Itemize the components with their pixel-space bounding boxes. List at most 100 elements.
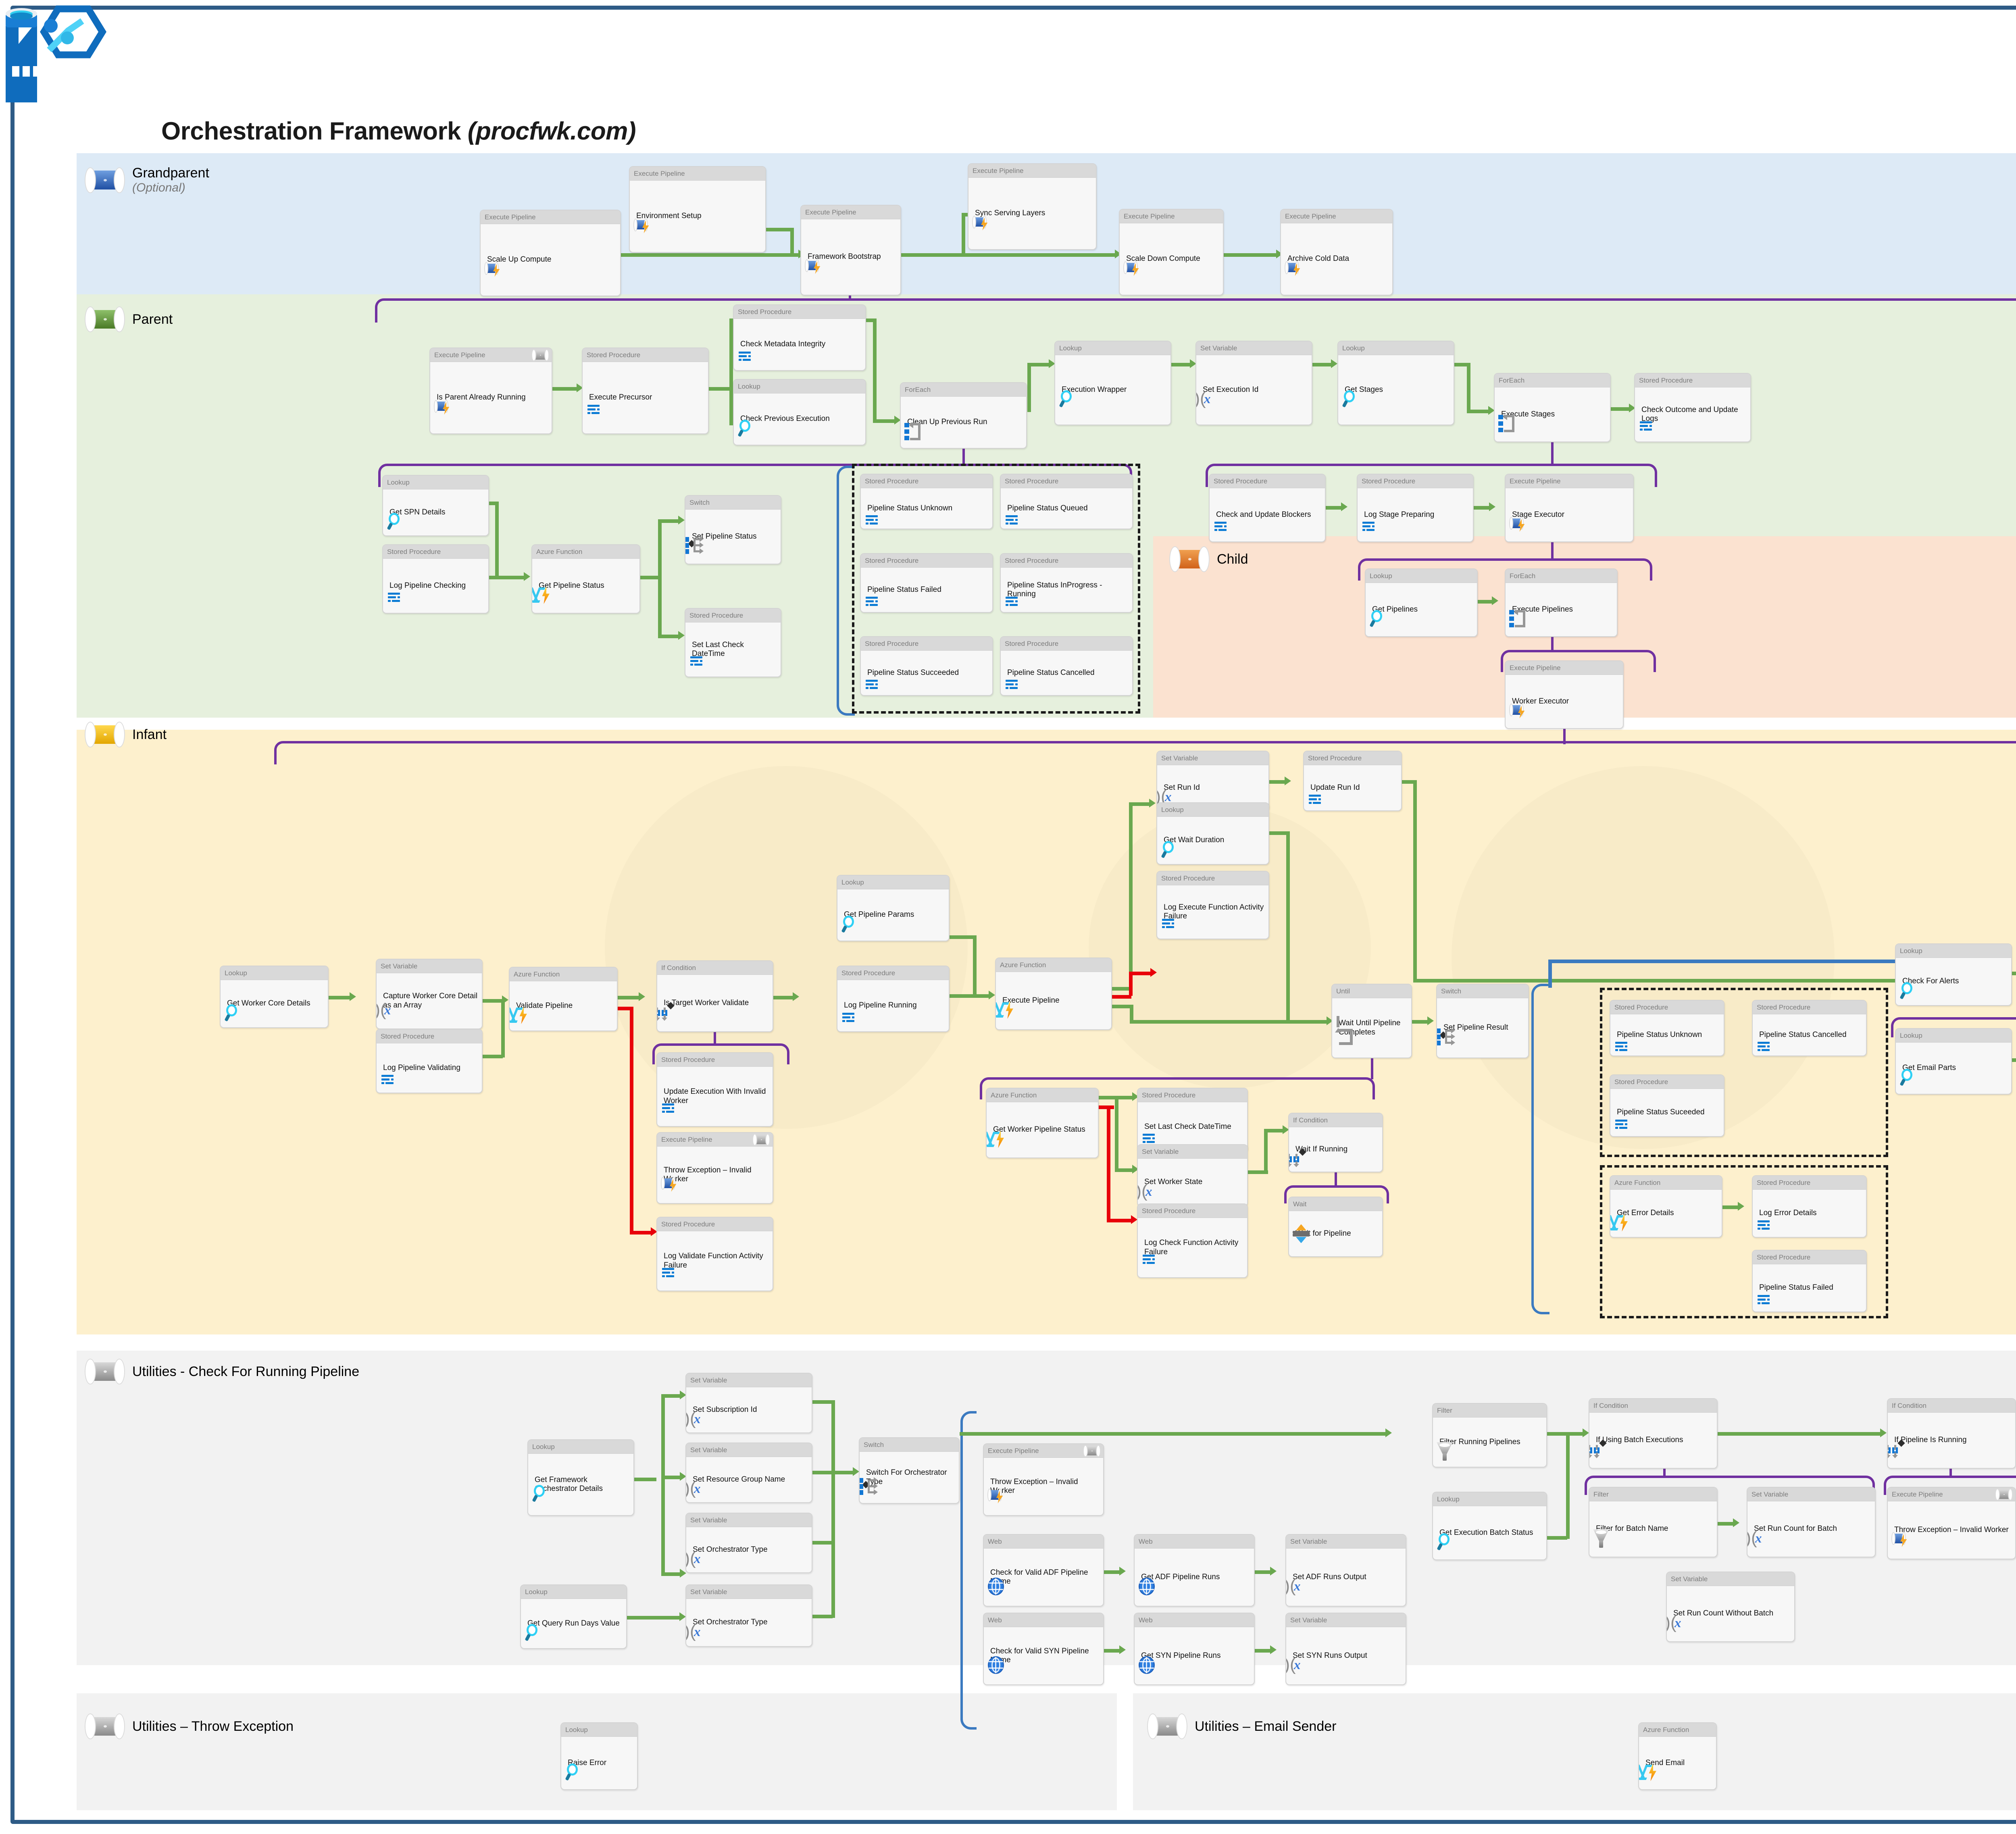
activity-name: Set Orchestrator Type — [693, 1618, 768, 1627]
activity-card[interactable]: Stored Procedure Set Last Check DateTime — [685, 608, 781, 677]
activity-card[interactable]: Lookup Get Worker Core Details — [220, 966, 329, 1028]
activity-card[interactable]: Lookup Get Execution Batch Status — [1432, 1492, 1547, 1560]
activity-card[interactable]: Execute Pipeline Stage Executor — [1505, 474, 1634, 542]
activity-card[interactable]: Stored Procedure Log Error Details — [1752, 1175, 1867, 1238]
activity-card[interactable]: Stored Procedure Log Stage Preparing — [1357, 474, 1474, 542]
activity-card[interactable]: Azure Function Send Email — [1638, 1722, 1717, 1790]
activity-card[interactable]: Stored Procedure Check Outcome and Updat… — [1634, 373, 1751, 442]
activity-card[interactable]: Set Variable (x)Set Orchestrator Type — [685, 1584, 812, 1647]
activity-card[interactable]: Stored Procedure Log Pipeline Checking — [382, 544, 489, 614]
activity-card[interactable]: ForEach Execute Pipelines — [1505, 568, 1618, 637]
activity-type-label: Execute Pipeline — [481, 210, 620, 224]
activity-card[interactable]: Execute Pipeline Scale Up Compute — [480, 210, 621, 296]
activity-card[interactable]: Stored Procedure Log Pipeline Running — [837, 966, 950, 1032]
activity-card[interactable]: Stored Procedure Log Check Function Acti… — [1137, 1203, 1248, 1278]
activity-card[interactable]: Execute Pipeline Archive Cold Data — [1280, 209, 1393, 296]
activity-card[interactable]: Stored Procedure Pipeline Status Failed — [1752, 1250, 1867, 1312]
activity-card[interactable]: Execute Pipeline Is Parent Already Runni… — [429, 348, 552, 434]
activity-card[interactable]: If Condition Wait If Running — [1288, 1113, 1383, 1172]
activity-card[interactable]: Lookup Get Pipelines — [1365, 568, 1478, 637]
bracket-tick — [1551, 542, 1554, 560]
activity-name: Filter Running Pipelines — [1439, 1437, 1520, 1446]
activity-card[interactable]: Switch Set Pipeline Result — [1436, 984, 1529, 1058]
activity-card[interactable]: Set Variable (x)Set SYN Runs Output — [1285, 1613, 1406, 1685]
activity-card[interactable]: Lookup Get SPN Details — [382, 475, 489, 536]
activity-type-label: Switch — [685, 496, 781, 510]
activity-card[interactable]: Lookup Check For Alerts — [1895, 943, 2012, 1006]
activity-card[interactable]: Execute Pipeline Scale Down Compute — [1119, 209, 1224, 296]
activity-card[interactable]: Set Variable (x)Set Run Id — [1156, 751, 1269, 811]
activity-card[interactable]: Set Variable (x)Set Execution Id — [1195, 341, 1312, 425]
activity-card[interactable]: Stored Procedure Pipeline Status Cancell… — [1752, 1000, 1867, 1056]
activity-card[interactable]: Lookup Get Query Run Days Value — [520, 1584, 627, 1649]
activity-card[interactable]: Stored Procedure Pipeline Status Unknown — [1610, 1000, 1724, 1056]
activity-card[interactable]: Stored Procedure Check Metadata Integrit… — [733, 304, 866, 371]
activity-type-label: If Condition — [1589, 1399, 1717, 1413]
activity-card[interactable]: If Condition If Pipeline Is Running — [1887, 1398, 2016, 1469]
activity-card[interactable]: Set Variable (x)Set ADF Runs Output — [1285, 1534, 1406, 1607]
activity-card[interactable]: Stored Procedure Update Execution With I… — [656, 1052, 773, 1127]
activity-card[interactable]: Web Check for Valid SYN Pipeline Name — [983, 1613, 1104, 1685]
activity-card[interactable]: Set Variable (x)Set Run Count for Batch — [1747, 1487, 1876, 1557]
activity-type-label: ForEach — [1495, 374, 1610, 387]
activity-card[interactable]: Stored Procedure Log Validate Function A… — [656, 1217, 773, 1291]
activity-card[interactable]: Azure Function Get Error Details — [1610, 1175, 1722, 1238]
activity-card[interactable]: Lookup Get Wait Duration — [1156, 802, 1269, 865]
connector-failure — [1112, 995, 1131, 999]
activity-card[interactable]: Stored Procedure Pipeline Status Suceede… — [1610, 1074, 1724, 1137]
connector-success — [658, 519, 679, 523]
activity-card[interactable]: Stored Procedure Pipeline Status Failed — [860, 553, 993, 613]
activity-card[interactable]: Switch Switch For Orchestrator Type — [859, 1437, 960, 1504]
activity-card[interactable]: Stored Procedure Pipeline Status Cancell… — [1000, 636, 1133, 696]
activity-card[interactable]: Until Wait Until Pipeline Completes — [1331, 984, 1412, 1058]
activity-card[interactable]: Set Variable (x)Set Orchestrator Type — [685, 1513, 812, 1573]
activity-card[interactable]: Azure Function Get Pipeline Status — [531, 544, 640, 614]
activity-card[interactable]: Lookup Get Stages — [1337, 341, 1454, 425]
activity-card[interactable]: Set Variable (x)Set Subscription Id — [685, 1373, 812, 1433]
activity-card[interactable]: Lookup Get Email Parts — [1895, 1028, 2012, 1095]
activity-card[interactable]: Stored Procedure Pipeline Status Queued — [1000, 474, 1133, 529]
activity-type-label: Stored Procedure — [1138, 1089, 1247, 1102]
activity-card[interactable]: Azure Function Get Worker Pipeline Statu… — [986, 1088, 1099, 1158]
activity-card[interactable]: ForEach Clean Up Previous Run — [900, 382, 1027, 449]
activity-card[interactable]: Filter Filter for Batch Name — [1589, 1487, 1718, 1557]
activity-card[interactable]: Execute Pipeline Framework Bootstrap — [800, 205, 901, 296]
activity-card[interactable]: Set Variable (x)Capture Worker Core Deta… — [376, 959, 483, 1029]
activity-card[interactable]: Stored Procedure Check and Update Blocke… — [1209, 474, 1326, 542]
activity-card[interactable]: ForEach Execute Stages — [1494, 373, 1611, 442]
activity-card[interactable]: Web Check for Valid ADF Pipeline Name — [983, 1534, 1104, 1607]
activity-card[interactable]: If Condition If Using Batch Executions — [1589, 1398, 1718, 1469]
activity-card[interactable]: Stored Procedure Pipeline Status Succeed… — [860, 636, 993, 696]
activity-card[interactable]: Execute Pipeline Throw Exception – Inval… — [1887, 1487, 2016, 1559]
activity-card[interactable]: Execute Pipeline Throw Exception – Inval… — [983, 1443, 1104, 1516]
activity-type-label: Web — [1135, 1535, 1254, 1549]
activity-card[interactable]: Azure Function Validate Pipeline — [509, 967, 618, 1031]
activity-card[interactable]: Lookup Get Framework Orchestrator Detail… — [527, 1439, 634, 1516]
utility-pipeline-badge-icon — [1995, 1488, 2013, 1501]
activity-card[interactable]: Execute Pipeline Throw Exception – Inval… — [656, 1132, 773, 1204]
activity-card[interactable]: Stored Procedure Update Run Id — [1303, 751, 1402, 811]
activity-card[interactable]: Stored Procedure Execute Precursor — [582, 348, 709, 434]
activity-card[interactable]: Stored Procedure Pipeline Status Unknown — [860, 474, 993, 529]
activity-card[interactable]: Lookup Get Pipeline Params — [837, 875, 950, 941]
activity-card[interactable]: Execute Pipeline Worker Executor — [1505, 660, 1624, 729]
activity-card[interactable]: Wait Wait for Pipeline — [1288, 1197, 1383, 1257]
activity-card[interactable]: Stored Procedure Set Last Check DateTime — [1137, 1088, 1248, 1152]
activity-card[interactable]: Lookup Check Previous Execution — [733, 379, 866, 445]
activity-card[interactable]: Azure Function Execute Pipeline — [995, 958, 1112, 1030]
activity-card[interactable]: Web Get ADF Pipeline Runs — [1134, 1534, 1255, 1607]
activity-card[interactable]: Lookup Execution Wrapper — [1054, 341, 1171, 425]
activity-card[interactable]: Set Variable (x)Set Run Count Without Ba… — [1666, 1572, 1795, 1642]
activity-card[interactable]: Stored Procedure Pipeline Status InProgr… — [1000, 553, 1133, 613]
activity-card[interactable]: Stored Procedure Log Pipeline Validating — [376, 1029, 483, 1093]
activity-card[interactable]: Filter Filter Running Pipelines — [1432, 1403, 1547, 1468]
activity-card[interactable]: Switch Set Pipeline Status — [685, 495, 781, 564]
activity-card[interactable]: Set Variable (x)Set Resource Group Name — [685, 1443, 812, 1503]
activity-card[interactable]: Execute Pipeline Sync Serving Layers — [968, 163, 1097, 250]
activity-card[interactable]: Web Get SYN Pipeline Runs — [1134, 1613, 1255, 1685]
activity-card[interactable]: If Condition Is Target Worker Validate — [656, 960, 773, 1032]
activity-card[interactable]: Stored Procedure Log Execute Function Ac… — [1156, 871, 1269, 939]
activity-card[interactable]: Set Variable (x)Set Worker State — [1137, 1144, 1248, 1207]
activity-card[interactable]: Execute Pipeline Environment Setup — [629, 166, 766, 253]
activity-card[interactable]: Lookup Raise Error — [560, 1722, 638, 1790]
